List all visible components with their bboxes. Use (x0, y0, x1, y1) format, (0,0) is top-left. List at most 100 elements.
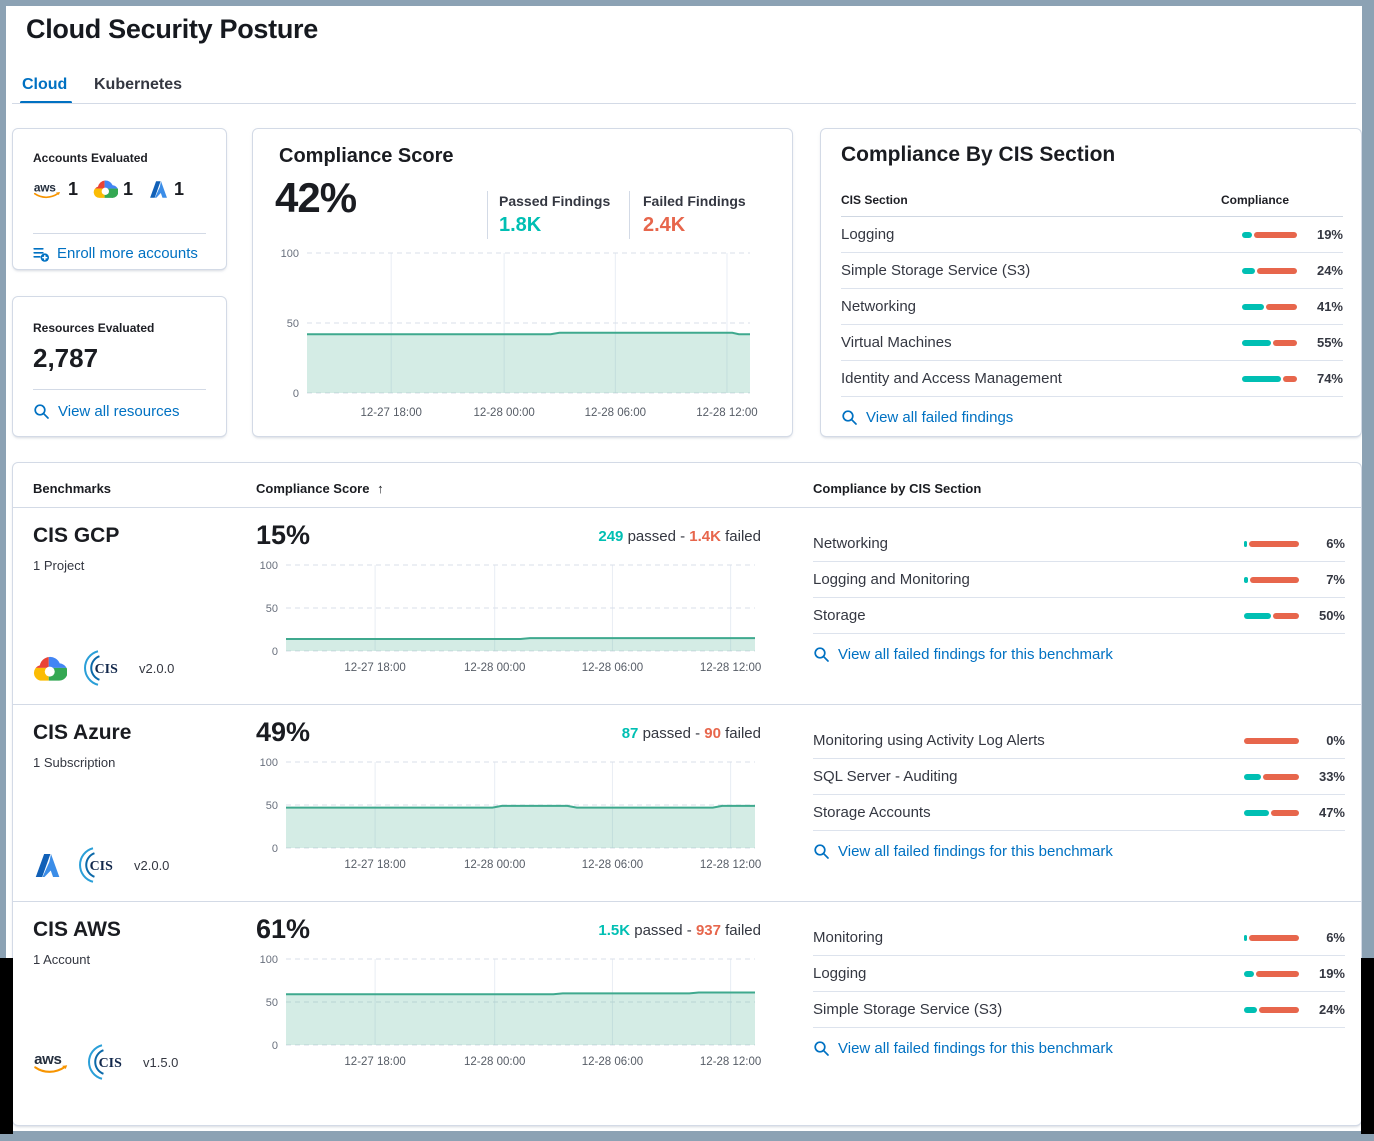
stat-divider (629, 191, 630, 239)
svg-text:12-27 18:00: 12-27 18:00 (360, 407, 421, 419)
compliance-bar (1242, 267, 1297, 274)
benchmark-version: v1.5.0 (143, 1054, 179, 1070)
view-all-resources-label: View all resources (58, 403, 180, 420)
col-compliance-by-cis-section: Compliance by CIS Section (813, 481, 982, 496)
aws-logo-icon: aws (34, 1051, 68, 1073)
overall-compliance-trend-chart: 0 50 100 12-27 18:00 12-28 00:00 12-28 06:00 1… (269, 245, 774, 421)
benchmark-subtitle: 1 Subscription (33, 755, 116, 770)
svg-text:12-28 06:00: 12-28 06:00 (582, 1056, 643, 1068)
cis-section-name: Virtual Machines (841, 334, 952, 351)
cis-benchmark-logo-icon: CIS (87, 1042, 127, 1082)
svg-text:12-28 12:00: 12-28 12:00 (700, 662, 761, 674)
view-all-resources-link[interactable]: View all resources (33, 403, 179, 420)
compliance-bar (1244, 934, 1299, 941)
active-tab-underline (20, 101, 72, 104)
benchmark-icons: aws CIS v1.5.0 (33, 1042, 178, 1082)
enroll-accounts-link[interactable]: Enroll more accounts (33, 245, 198, 262)
benchmark-cis-sections: Networking 6% Logging and Monitoring 7% Stor… (813, 526, 1345, 634)
provider-aws: aws 1 (33, 179, 78, 200)
benchmark-name: CIS GCP (33, 524, 120, 547)
provider-azure: 1 (148, 179, 184, 200)
svg-text:12-28 06:00: 12-28 06:00 (585, 407, 646, 419)
svg-text:12-28 00:00: 12-28 00:00 (464, 662, 525, 674)
cis-section-row: SQL Server - Auditing 33% (813, 759, 1345, 795)
view-failed-findings-benchmark-link[interactable]: View all failed findings for this benchm… (813, 646, 1113, 663)
failed-count: 937 (695, 922, 721, 939)
cis-section-row: Simple Storage Service (S3) 24% (841, 253, 1343, 289)
svg-text:aws: aws (34, 1051, 62, 1068)
cis-section-pct: 24% (1316, 263, 1343, 278)
cis-section-pct: 50% (1318, 608, 1345, 623)
benchmark-icons: CIS v2.0.0 (33, 648, 174, 688)
view-failed-findings-benchmark-link[interactable]: View all failed findings for this benchm… (813, 843, 1113, 860)
compliance-bar (1244, 970, 1299, 977)
cis-section-name: SQL Server - Auditing (813, 768, 958, 785)
benchmark-rows: CIS GCP 1 Project CIS v2.0.0 15% 249 pas… (13, 508, 1361, 1124)
provider-logo-icon: aws (33, 1050, 71, 1074)
provider-logo-icon (33, 852, 62, 879)
accounts-evaluated-card: Accounts Evaluated aws 1 1 1 Enroll more… (12, 128, 227, 270)
view-failed-findings-benchmark-label: View all failed findings for this benchm… (838, 646, 1113, 663)
cis-section-row: Networking 6% (813, 526, 1345, 562)
cis-section-row: Monitoring using Activity Log Alerts 0% (813, 723, 1345, 759)
bar-passed-segment (1242, 231, 1252, 238)
passed-count: 1.5K (598, 922, 631, 939)
svg-text:50: 50 (266, 603, 278, 615)
view-all-failed-findings-label: View all failed findings (866, 409, 1014, 426)
cis-benchmark-logo-icon: CIS (78, 845, 118, 885)
benchmark-row: CIS GCP 1 Project CIS v2.0.0 15% 249 pas… (13, 508, 1361, 705)
bar-failed-segment (1244, 737, 1299, 744)
compliance-bar (1242, 339, 1297, 346)
svg-text:12-27 18:00: 12-27 18:00 (344, 1056, 405, 1068)
bar-passed-segment (1242, 339, 1271, 346)
card-divider (33, 233, 206, 234)
passed-failed-summary: 87 passed - 90 failed (621, 725, 761, 742)
compliance-score-value: 42% (275, 174, 357, 221)
gcp-logo-icon (93, 180, 119, 198)
benchmark-trend-chart: 0 50 100 12-27 18:00 12-28 00:00 12-28 06:00 1… (256, 757, 761, 873)
search-icon (813, 646, 830, 663)
compliance-bar (1242, 375, 1297, 382)
svg-text:12-28 06:00: 12-28 06:00 (582, 859, 643, 871)
failed-findings-value: 2.4K (643, 214, 686, 236)
cis-section-row: Storage Accounts 47% (813, 795, 1345, 831)
bar-failed-segment (1266, 303, 1297, 310)
svg-text:12-28 12:00: 12-28 12:00 (700, 859, 761, 871)
cis-section-pct: 19% (1316, 227, 1343, 242)
benchmark-subtitle: 1 Project (33, 558, 85, 573)
tab-kubernetes[interactable]: Kubernetes (94, 76, 183, 93)
cis-section-pct: 47% (1318, 805, 1345, 820)
resources-evaluated-card: Resources Evaluated 2,787 View all resou… (12, 296, 227, 437)
col-cis-section: CIS Section (841, 193, 908, 207)
svg-text:12-28 00:00: 12-28 00:00 (473, 407, 534, 419)
cis-section-row: Identity and Access Management 74% (841, 361, 1343, 397)
accounts-providers: aws 1 1 1 (33, 173, 184, 205)
svg-text:12-28 12:00: 12-28 12:00 (696, 407, 757, 419)
svg-text:0: 0 (293, 388, 299, 400)
cis-benchmark-logo-icon: CIS (88, 1044, 122, 1080)
screenshot-black-band-left (0, 958, 13, 1134)
bar-passed-segment (1242, 375, 1281, 382)
failed-findings-label: Failed Findings (643, 193, 746, 209)
svg-text:CIS: CIS (99, 1056, 122, 1071)
benchmark-trend-chart: 0 50 100 12-27 18:00 12-28 00:00 12-28 06:00 1… (256, 560, 761, 676)
col-compliance-score[interactable]: Compliance Score ↑ (256, 481, 384, 496)
bar-failed-segment (1273, 339, 1297, 346)
col-compliance: Compliance (1221, 193, 1290, 207)
passed-findings-value: 1.8K (499, 214, 542, 236)
cis-section-rows: Logging 19% Simple Storage Service (S3) 24%… (841, 217, 1343, 397)
tab-cloud[interactable]: Cloud (22, 76, 68, 93)
bar-passed-segment (1244, 576, 1248, 583)
svg-text:0: 0 (272, 646, 278, 658)
view-failed-findings-benchmark-link[interactable]: View all failed findings for this benchm… (813, 1040, 1113, 1057)
cis-section-pct: 6% (1326, 536, 1345, 551)
cis-section-row: Storage 50% (813, 598, 1345, 634)
provider-account-count: 1 (174, 178, 185, 199)
benchmark-score: 15% (256, 520, 311, 550)
page-title: Cloud Security Posture (26, 14, 318, 44)
bar-passed-segment (1244, 1006, 1257, 1013)
bar-passed-segment (1244, 934, 1247, 941)
svg-text:50: 50 (266, 800, 278, 812)
cis-section-row: Virtual Machines 55% (841, 325, 1343, 361)
view-all-failed-findings-link[interactable]: View all failed findings (841, 409, 1013, 426)
